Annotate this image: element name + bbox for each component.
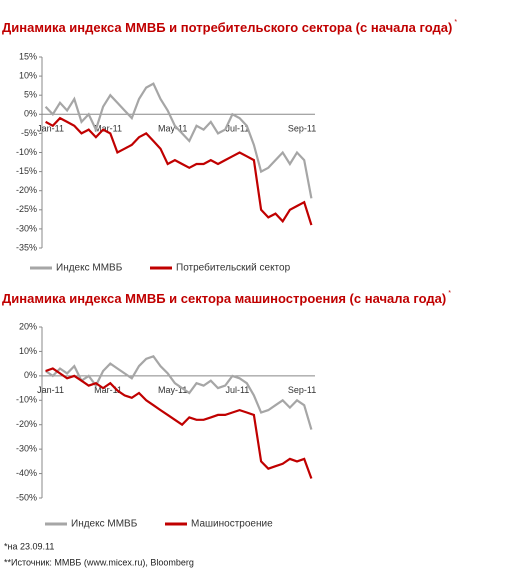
y-tick-label: -50% (16, 492, 37, 502)
title-note: * (454, 19, 457, 26)
chart-title: Динамика индекса ММВБ и потребительского… (2, 20, 452, 35)
footnote: **Источник: ММВБ (www.micex.ru), Bloombe… (4, 557, 194, 567)
footnote: *на 23.09.11 (4, 541, 54, 551)
x-tick-label: Mar-11 (94, 385, 122, 395)
legend-label: Машиностроение (191, 519, 273, 530)
x-tick-label: Sep-11 (288, 124, 316, 134)
y-tick-label: -10% (16, 395, 37, 405)
legend-label: Индекс ММВБ (71, 519, 138, 530)
legend-label: Индекс ММВБ (56, 263, 123, 274)
y-tick-label: -40% (16, 468, 37, 478)
x-tick-label: Mar-11 (94, 124, 122, 134)
y-tick-label: -25% (16, 204, 37, 214)
y-tick-label: 10% (19, 346, 37, 356)
y-tick-label: 0% (24, 370, 37, 380)
y-tick-label: -30% (16, 444, 37, 454)
y-tick-label: -10% (16, 147, 37, 157)
y-tick-label: 0% (24, 109, 37, 119)
y-tick-label: -30% (16, 223, 37, 233)
y-tick-label: -5% (21, 128, 37, 138)
y-tick-label: 10% (19, 70, 37, 80)
x-tick-label: Jan-11 (37, 124, 64, 134)
legend-label: Потребительский сектор (176, 262, 291, 274)
y-tick-label: -35% (16, 242, 37, 252)
y-tick-label: 5% (24, 90, 37, 100)
series-line (44, 354, 313, 430)
y-tick-label: 20% (19, 321, 37, 331)
x-tick-label: May-11 (158, 385, 187, 395)
series-line (45, 367, 313, 479)
y-tick-label: 15% (19, 51, 37, 61)
x-tick-label: Sep-11 (288, 385, 316, 395)
y-tick-label: -20% (16, 185, 37, 195)
series-line (45, 116, 313, 226)
y-tick-label: -20% (16, 419, 37, 429)
x-tick-label: Jul-11 (225, 385, 249, 395)
chart-title: Динамика индекса ММВБ и сектора машиност… (2, 291, 446, 306)
x-tick-label: Jan-11 (37, 385, 64, 395)
series-line (44, 82, 313, 199)
x-tick-label: Jul-11 (225, 124, 249, 134)
title-note: * (448, 290, 451, 297)
x-tick-label: May-11 (158, 124, 187, 134)
y-tick-label: -15% (16, 166, 37, 176)
